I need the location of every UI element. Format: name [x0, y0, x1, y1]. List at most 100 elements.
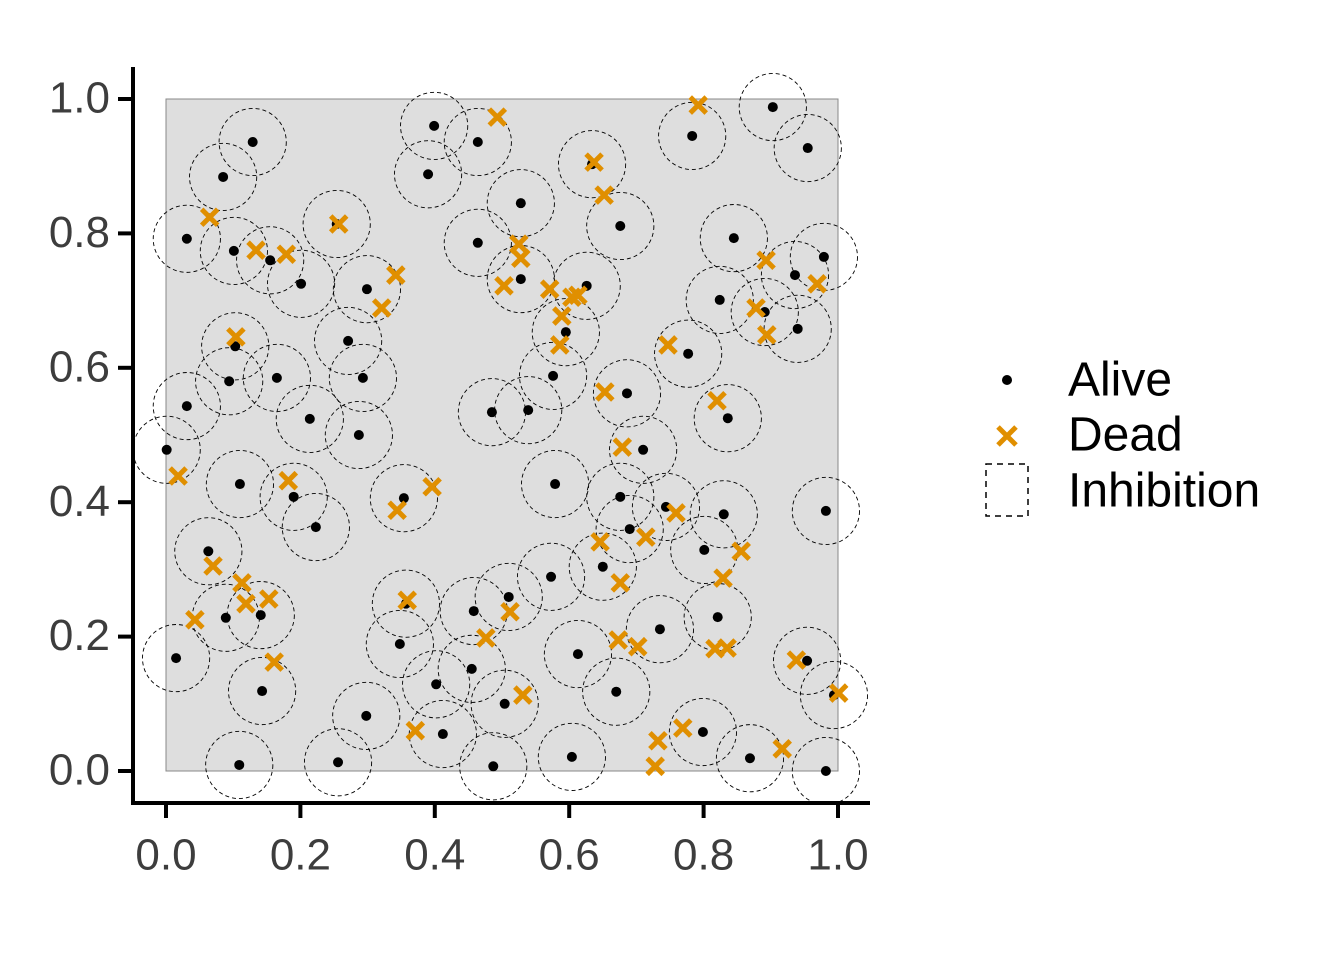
inhibition-circle: [228, 656, 297, 726]
dead-point: [371, 298, 392, 318]
legend-label: Dead: [1068, 409, 1183, 462]
y-tick-label: 0.8: [49, 208, 110, 257]
alive-point: [820, 505, 831, 516]
dead-point: [707, 390, 727, 411]
x-tick-label: 0.2: [270, 831, 331, 880]
alive-point: [714, 294, 725, 305]
inhibition-circle: [668, 697, 737, 767]
alive-point: [560, 327, 571, 338]
alive-point: [523, 405, 534, 416]
inhibition-circle: [328, 343, 397, 412]
dead-point: [405, 720, 426, 741]
inhibition-circle: [760, 241, 830, 310]
inhibition-circle: [437, 634, 506, 703]
inhibition-circle: [486, 169, 555, 238]
alive-point: [230, 341, 241, 352]
inhibition-circle: [281, 493, 350, 562]
inhibition-circle: [799, 661, 869, 730]
inhibition-circle: [205, 450, 274, 519]
alive-point: [247, 137, 258, 148]
alive-point: [621, 388, 632, 399]
legend-dead-key: [996, 425, 1018, 447]
dead-point: [232, 573, 252, 593]
alive-point: [802, 143, 813, 154]
inhibition-circle: [470, 669, 539, 738]
dead-point: [595, 382, 615, 402]
alive-point: [357, 372, 368, 383]
alive-point: [429, 120, 440, 131]
alive-point: [304, 413, 315, 424]
dead-point: [658, 335, 678, 355]
dead-point: [552, 306, 572, 326]
inhibition-circle: [592, 359, 662, 428]
alive-point: [361, 710, 372, 721]
alive-point: [546, 571, 557, 582]
dead-point: [713, 568, 733, 588]
inhibition-circle: [302, 189, 371, 259]
y-tick-label: 0.2: [49, 611, 110, 660]
x-tick-label: 0.0: [135, 831, 196, 880]
alive-point: [499, 698, 510, 709]
inhibition-circle: [218, 107, 287, 177]
alive-point: [431, 679, 442, 690]
x-tick-label: 0.8: [673, 831, 734, 880]
inhibition-circle: [332, 681, 401, 750]
alive-point: [624, 524, 635, 535]
inhibition-circle: [658, 101, 727, 171]
alive-point: [255, 610, 266, 621]
y-tick-label: 0.6: [49, 342, 110, 391]
dead-point: [259, 589, 279, 609]
dead-point: [612, 437, 633, 457]
dead-point: [648, 730, 668, 751]
alive-point: [566, 751, 577, 762]
inhibition-circle: [631, 472, 701, 541]
dead-point: [500, 601, 520, 622]
inhibition-circle: [531, 298, 600, 367]
inhibition-circle: [236, 226, 305, 295]
inhibition-circle: [142, 624, 211, 693]
inhibition-circle: [459, 732, 528, 801]
inhibition-circle: [557, 130, 627, 199]
alive-point: [503, 591, 514, 602]
dead-point: [608, 630, 629, 650]
inhibition-circle: [400, 91, 469, 160]
alive-point: [234, 479, 245, 490]
inhibition-circle: [486, 245, 555, 314]
dead-point: [168, 466, 188, 486]
dead-point: [203, 556, 223, 576]
inhibition-circle: [267, 249, 336, 318]
inhibition-circle: [773, 626, 842, 695]
dead-point: [757, 325, 777, 345]
dead-point: [786, 650, 807, 670]
alive-point: [161, 444, 172, 455]
alive-point: [472, 137, 483, 148]
alive-point: [265, 255, 276, 266]
dead-point: [717, 638, 737, 658]
inhibition-circle: [689, 480, 758, 549]
inhibition-circle: [595, 495, 664, 564]
y-tick-label: 0.0: [49, 746, 110, 795]
dead-point: [422, 476, 442, 497]
inhibition-circle: [715, 724, 785, 793]
inhibition-circle: [654, 319, 723, 388]
alive-point: [597, 561, 608, 572]
dead-point: [645, 756, 665, 777]
alive-point: [228, 245, 239, 256]
inhibition-circle: [699, 204, 768, 273]
alive-point: [728, 233, 739, 244]
alive-point: [683, 348, 694, 359]
dead-point: [550, 335, 570, 355]
dead-point: [476, 628, 496, 648]
dead-point: [673, 718, 693, 738]
alive-point: [820, 766, 831, 776]
alive-point: [572, 649, 583, 660]
inhibition-circle: [259, 462, 328, 531]
alive-point: [654, 624, 665, 635]
alive-point: [271, 372, 282, 383]
dead-point: [487, 107, 508, 127]
inhibition-circle: [205, 730, 274, 800]
dead-point: [278, 470, 299, 491]
inhibition-circle: [152, 204, 221, 273]
inhibition-circle: [609, 415, 678, 484]
